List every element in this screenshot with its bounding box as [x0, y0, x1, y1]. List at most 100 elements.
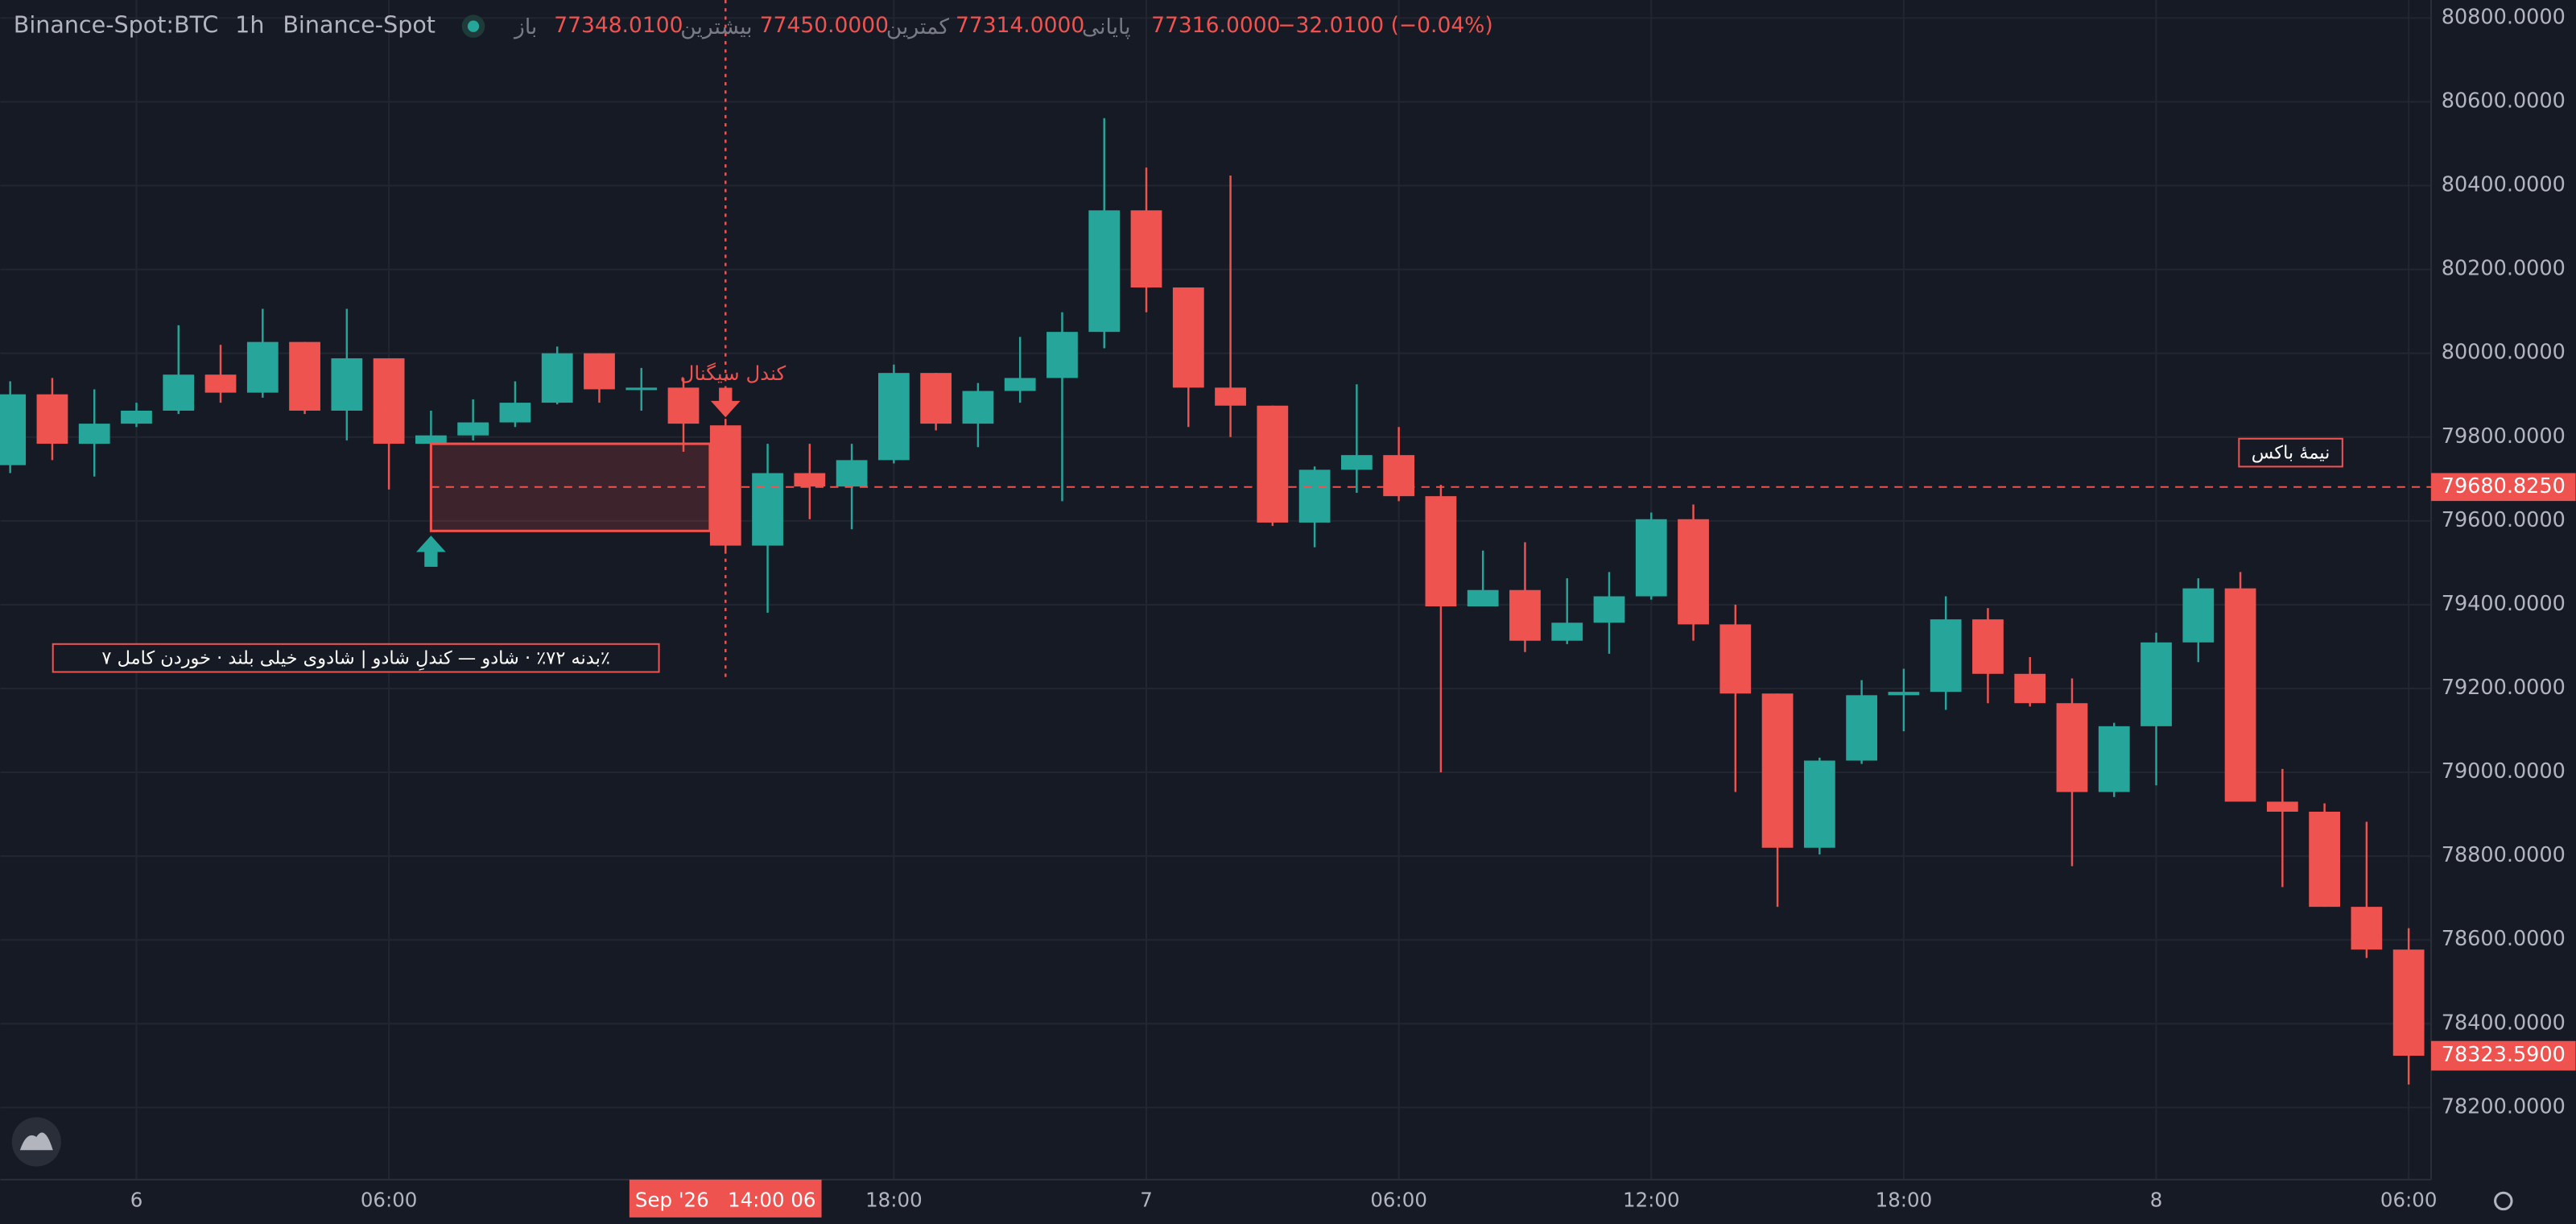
candle-body	[1130, 210, 1162, 287]
symbol[interactable]: Binance-Spot:BTC	[14, 11, 219, 39]
candle-body	[1172, 287, 1204, 388]
legend-value: 77348.0100	[554, 13, 683, 38]
overlay: 79680.8250 نیمهٔ باکس کندل سیگنال بدنه ۷۲٪ …	[52, 0, 2576, 1218]
candle-body	[163, 374, 195, 411]
candle-body	[1298, 469, 1331, 523]
legend-value: 77316.0000	[1151, 13, 1280, 38]
note-text: بدنه ۷۲٪ · شادو — کندلِ شادو | شادوی خیل…	[101, 648, 609, 672]
candle-body	[1257, 405, 1289, 523]
candle-body	[2224, 588, 2256, 802]
candle-body	[1383, 455, 1415, 497]
y-tick-label: 79800.0000	[2442, 424, 2566, 449]
signal-text: کندل سیگنال	[680, 362, 786, 385]
y-tick-label: 78800.0000	[2442, 843, 2566, 867]
candle-body	[584, 353, 615, 390]
candle-body	[415, 435, 447, 445]
x-tick-label: 06:00	[2380, 1188, 2438, 1211]
candle-body	[204, 374, 237, 393]
candle-body	[1467, 589, 1499, 607]
candle-body	[625, 387, 658, 391]
candle-body	[499, 403, 531, 423]
y-tick-label: 80200.0000	[2442, 257, 2566, 281]
note-frame	[52, 643, 660, 673]
interval[interactable]: 1h	[235, 11, 264, 39]
candle-body	[2392, 949, 2425, 1057]
box-mid-text: نیمهٔ باکس	[2252, 443, 2330, 464]
candle-body	[2014, 673, 2046, 704]
candle-body	[373, 358, 405, 445]
candle-body	[2140, 642, 2172, 726]
candles	[0, 118, 2425, 1085]
candle-body	[78, 424, 110, 445]
candle-body	[246, 341, 279, 393]
signal-arrow-down	[710, 387, 741, 418]
y-tick-label: 79400.0000	[2442, 592, 2566, 616]
candle-body	[0, 394, 27, 465]
legend-change: −32.0100 (−0.04%)	[1278, 13, 1492, 38]
candle-body	[1509, 589, 1541, 641]
candle-body	[121, 410, 152, 424]
crosshair-tag-label: Sep '26 14:00 06	[635, 1188, 816, 1211]
candle-body	[1846, 695, 1878, 761]
y-tick-label: 80000.0000	[2442, 341, 2566, 365]
legend-label: باز	[513, 14, 537, 39]
x-tick-label: 18:00	[865, 1188, 923, 1211]
y-tick-label: 80800.0000	[2442, 5, 2566, 29]
y-tick-label: 78400.0000	[2442, 1011, 2566, 1035]
candle-body	[2056, 703, 2088, 792]
candle-body	[1004, 378, 1036, 391]
x-tick-label: 06:00	[1370, 1188, 1427, 1211]
candle-body	[1215, 387, 1246, 406]
candle-body	[1719, 624, 1752, 694]
x-tick-label: 06:00	[361, 1188, 418, 1211]
x-tick-label: 7	[1140, 1188, 1153, 1211]
last-price-label: 78323.5900	[2442, 1043, 2566, 1067]
candle-body	[1046, 332, 1078, 378]
legend-value: 77450.0000	[760, 13, 889, 38]
candle-body	[667, 387, 700, 424]
candle-body	[794, 473, 826, 487]
grid	[0, 0, 2432, 1180]
x-tick-label: 6	[130, 1188, 143, 1211]
candle-body	[2351, 907, 2383, 950]
candle-body	[1678, 519, 1709, 625]
candle-body	[2098, 726, 2130, 792]
y-tick-label: 80400.0000	[2442, 173, 2566, 197]
candle-body	[877, 373, 910, 461]
status-dot	[467, 20, 480, 32]
legend-label: پایانی	[1082, 14, 1130, 39]
legend-label: بیشترین	[680, 14, 752, 39]
candle-body	[1888, 692, 1920, 696]
candle-body	[289, 341, 320, 411]
legend-label: کمترین	[886, 14, 950, 39]
candle-body	[962, 391, 994, 424]
candle-body	[1340, 455, 1373, 470]
candle-body	[1972, 619, 2004, 674]
candle-body	[1803, 760, 1835, 848]
y-tick-label: 79600.0000	[2442, 508, 2566, 532]
candle-body	[457, 422, 489, 436]
logo-icon	[19, 1132, 53, 1151]
y-tick-label: 80600.0000	[2442, 89, 2566, 113]
x-tick-label: 8	[2150, 1188, 2163, 1211]
candle-body	[1593, 596, 1625, 623]
candle-body	[2182, 588, 2215, 643]
exchange[interactable]: Binance-Spot	[283, 11, 436, 39]
settings-icon[interactable]	[2494, 1191, 2513, 1211]
last-price-tag	[2431, 1040, 2576, 1071]
candle-body	[1425, 496, 1457, 607]
crosshair-tag	[629, 1179, 822, 1218]
y-tick-label: 78200.0000	[2442, 1094, 2566, 1119]
candle-body	[1088, 210, 1121, 333]
box-mid-text-frame	[2238, 437, 2343, 468]
candle-body	[541, 353, 573, 403]
candle-body	[920, 373, 952, 424]
candle-body	[2266, 801, 2298, 813]
candle-body	[331, 358, 363, 411]
candle-body	[1551, 622, 1583, 641]
y-tick-label: 79000.0000	[2442, 759, 2566, 784]
box-mid-tag-label: 79680.8250	[2442, 474, 2566, 498]
y-tick-label: 79200.0000	[2442, 676, 2566, 700]
